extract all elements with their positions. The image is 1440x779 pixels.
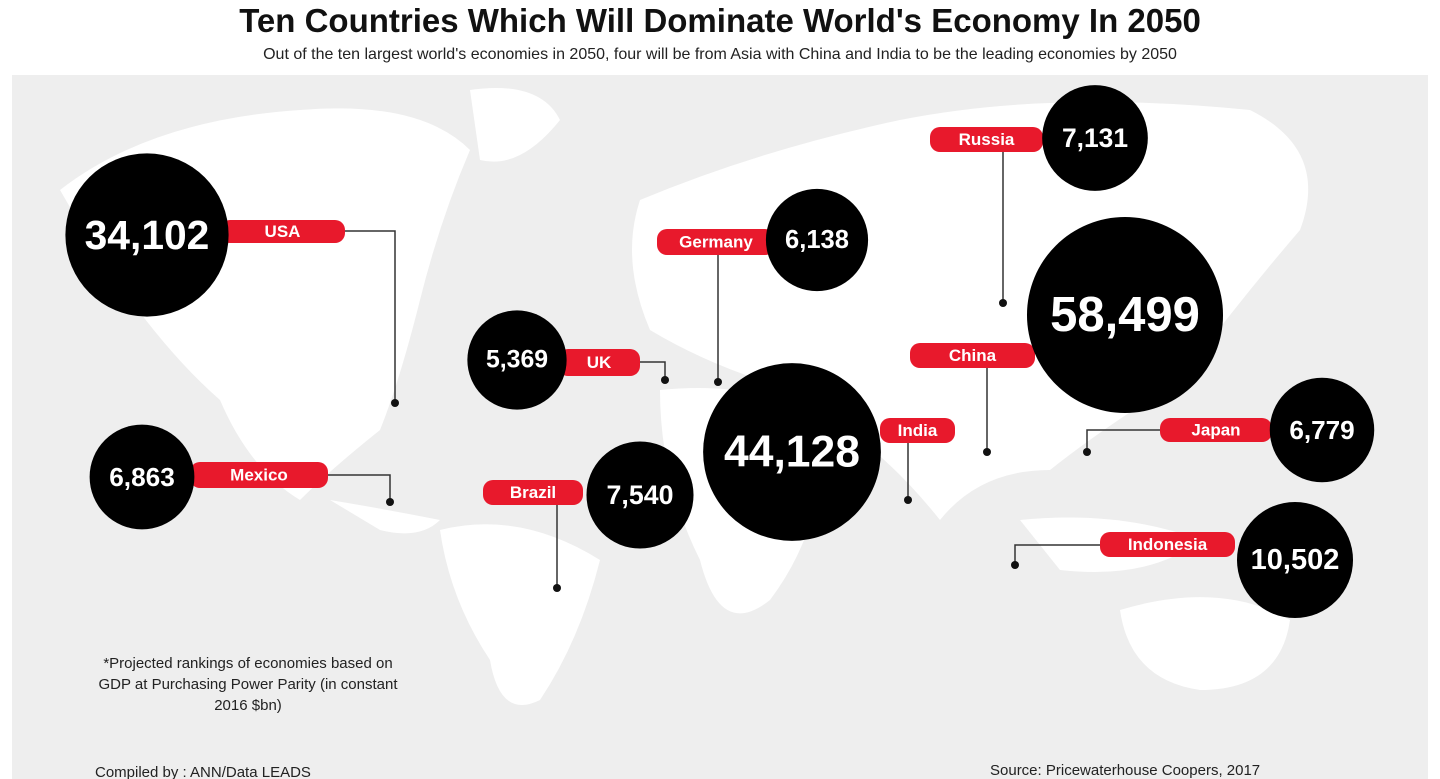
leader-line <box>1086 429 1160 452</box>
value-label: 34,102 <box>85 212 210 258</box>
value-label: 44,128 <box>724 428 860 477</box>
label-box <box>190 462 328 488</box>
label-box <box>910 343 1035 368</box>
label-box <box>558 349 640 376</box>
bubble <box>1042 85 1148 191</box>
label-box <box>1160 418 1272 442</box>
location-dot <box>661 376 669 384</box>
bubble <box>65 153 229 317</box>
value-label: 58,499 <box>1050 288 1200 342</box>
location-dot <box>553 584 561 592</box>
country-label: UK <box>587 353 612 372</box>
note: *Projected rankings of economies based o… <box>98 655 398 714</box>
bubble <box>1026 216 1224 414</box>
value-label: 6,863 <box>109 462 175 492</box>
country-label: Germany <box>679 232 753 251</box>
location-dot <box>983 448 991 456</box>
label-box <box>483 480 583 505</box>
bubble <box>89 424 195 530</box>
country-label: Japan <box>1191 420 1240 439</box>
country-label: Russia <box>959 130 1015 149</box>
source: Source: Pricewaterhouse Coopers, 2017 <box>990 762 1261 779</box>
value-label: 7,540 <box>607 480 674 510</box>
bubble <box>1236 501 1354 619</box>
location-dot <box>1083 448 1091 456</box>
value-label: 6,138 <box>785 226 849 254</box>
location-dot <box>1011 561 1019 569</box>
location-dot <box>999 299 1007 307</box>
bubble <box>765 188 869 292</box>
location-dot <box>714 378 722 386</box>
country-label: USA <box>265 222 301 241</box>
bubble <box>467 310 567 410</box>
country-label: Mexico <box>230 465 288 484</box>
country-label: Indonesia <box>1128 535 1208 554</box>
label-box <box>1100 532 1235 557</box>
location-dot <box>391 399 399 407</box>
leader-line <box>328 474 391 502</box>
leader-line <box>345 230 396 403</box>
country-label: China <box>949 346 997 365</box>
leader-line <box>1014 544 1100 565</box>
value-label: 7,131 <box>1062 123 1128 153</box>
title: Ten Countries Which Will Dominate World'… <box>239 2 1201 39</box>
location-dot <box>386 498 394 506</box>
label-box <box>930 127 1043 152</box>
bubble <box>703 363 881 541</box>
value-label: 10,502 <box>1251 544 1340 576</box>
label-box <box>880 418 955 443</box>
compiled-by: Compiled by : ANN/Data LEADS <box>95 764 311 779</box>
bubble <box>1269 377 1375 483</box>
country-label: India <box>898 421 938 440</box>
country-label: Brazil <box>510 483 556 502</box>
value-label: 6,779 <box>1289 415 1354 445</box>
location-dot <box>904 496 912 504</box>
label-box <box>220 220 345 243</box>
leader-line <box>640 361 666 380</box>
label-box <box>657 229 775 255</box>
bubble <box>586 441 694 549</box>
value-label: 5,369 <box>486 347 548 374</box>
subtitle: Out of the ten largest world's economies… <box>263 46 1177 63</box>
